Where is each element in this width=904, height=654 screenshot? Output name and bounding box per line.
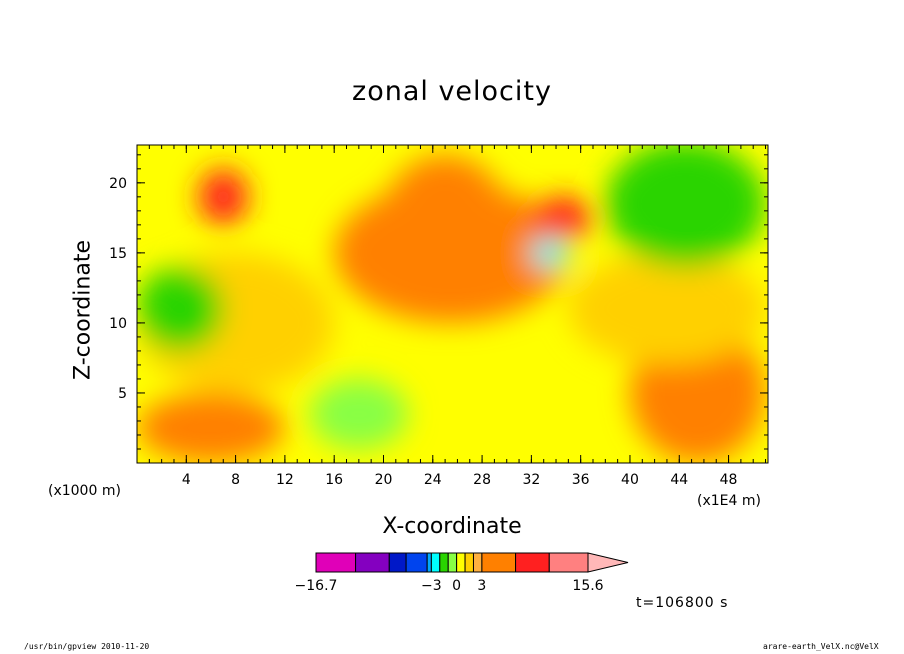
field-region-6 [531,196,593,239]
heatmap-field [137,145,768,463]
y-tick-label: 20 [109,176,127,192]
colorbar-segment [464,552,474,573]
colorbar-label: −16.7 [294,578,338,594]
colorbar-segment [456,552,466,573]
field-region-13 [605,145,766,267]
chart-title: zonal velocity [352,76,552,107]
colorbar-segment [405,552,428,573]
colorbar [315,552,629,573]
x-tick-label: 16 [325,472,343,488]
x-tick-label: 48 [720,472,738,488]
colorbar-label: −3 [421,578,442,594]
colorbar-segment [515,552,550,573]
field-region-5 [383,154,507,281]
x-tick-label: 20 [375,472,393,488]
colorbar-segment [355,552,390,573]
colorbar-segment [426,552,432,573]
plot-frame [136,144,769,464]
colorbar-label: 3 [477,578,487,594]
field-region-14 [309,378,409,449]
field-region-3 [568,252,766,365]
field-region-12 [137,266,224,351]
x-tick-label: 40 [621,472,639,488]
colorbar-segment [439,552,449,573]
colorbar-arrow [587,552,629,573]
colorbar-segment [447,552,458,573]
x-tick-label: 8 [231,472,240,488]
colorbar-segment [315,552,357,573]
field-regions [137,145,766,463]
x-tick-label: 32 [522,472,540,488]
colorbar-label: 15.6 [572,578,604,594]
x-axis-label: X-coordinate [382,514,522,539]
x-tick-label: 28 [473,472,491,488]
x-tick-label: 36 [572,472,590,488]
time-label: t=106800 s [636,595,729,611]
field-region-8 [198,168,248,225]
colorbar-segment [481,552,517,573]
x-tick-label: 12 [276,472,294,488]
y-tick-label: 10 [109,316,127,332]
field-region-4 [137,392,285,463]
x-unit-note: (x1E4 m) [697,493,761,509]
x-tick-label: 24 [424,472,442,488]
colorbar-segment [548,552,589,573]
colorbar-segment [472,552,483,573]
field-region-11 [531,238,569,267]
colorbar-segment [388,552,407,573]
x-tick-label: 4 [182,472,191,488]
y-tick-label: 5 [118,386,127,402]
colorbar-label: 0 [452,578,462,594]
colorbar-segment [430,552,441,573]
footer-file-variable: arare-earth_VelX.nc@VelX [763,642,879,651]
footer-program-date: /usr/bin/gpview 2010-11-20 [24,642,150,651]
x-tick-label: 44 [670,472,688,488]
y-tick-label: 15 [109,246,127,262]
y-unit-note: (x1000 m) [48,483,121,499]
